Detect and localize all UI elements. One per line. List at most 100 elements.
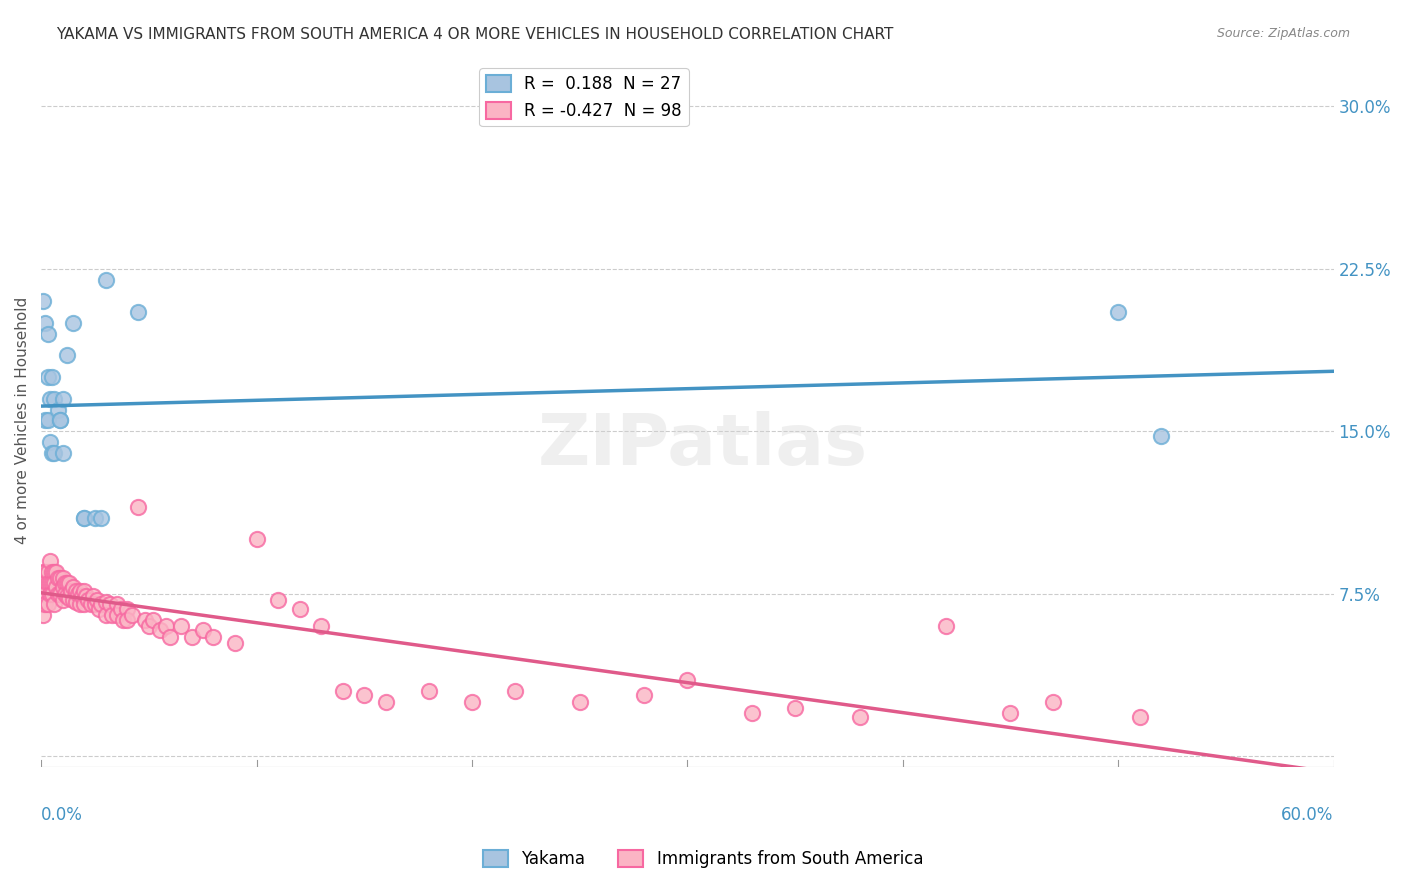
Point xyxy=(37,575,59,590)
Point xyxy=(65,595,87,609)
Point xyxy=(42,446,65,460)
Point xyxy=(142,613,165,627)
Point xyxy=(34,316,56,330)
Point xyxy=(73,598,96,612)
Point xyxy=(66,586,89,600)
Point xyxy=(105,598,128,612)
Point xyxy=(58,575,80,590)
Point xyxy=(41,586,63,600)
Point xyxy=(38,392,60,406)
Point xyxy=(101,608,124,623)
Point xyxy=(73,511,96,525)
Point xyxy=(60,584,83,599)
Point xyxy=(117,613,139,627)
Point xyxy=(69,584,91,599)
Point xyxy=(633,689,655,703)
Point xyxy=(42,575,65,590)
Point xyxy=(155,619,177,633)
Point xyxy=(69,598,91,612)
Point xyxy=(127,305,149,319)
Point xyxy=(52,392,75,406)
Point xyxy=(288,601,311,615)
Point xyxy=(134,613,156,627)
Text: Source: ZipAtlas.com: Source: ZipAtlas.com xyxy=(1216,27,1350,40)
Point xyxy=(111,613,134,627)
Point xyxy=(374,695,396,709)
Point xyxy=(1150,428,1173,442)
Point xyxy=(46,571,69,585)
Text: YAKAMA VS IMMIGRANTS FROM SOUTH AMERICA 4 OR MORE VEHICLES IN HOUSEHOLD CORRELAT: YAKAMA VS IMMIGRANTS FROM SOUTH AMERICA … xyxy=(56,27,894,42)
Point xyxy=(267,593,290,607)
Point xyxy=(676,673,699,688)
Point xyxy=(75,589,97,603)
Point xyxy=(309,619,332,633)
Point xyxy=(62,593,84,607)
Point xyxy=(56,348,79,362)
Point xyxy=(138,619,160,633)
Point xyxy=(34,575,56,590)
Point xyxy=(1107,305,1129,319)
Point xyxy=(32,565,55,579)
Point xyxy=(461,695,484,709)
Point xyxy=(1000,706,1022,720)
Point xyxy=(53,586,76,600)
Point xyxy=(46,402,69,417)
Point xyxy=(56,575,79,590)
Point xyxy=(94,272,117,286)
Point xyxy=(332,684,354,698)
Point xyxy=(32,586,55,600)
Point xyxy=(34,413,56,427)
Point xyxy=(159,630,181,644)
Point xyxy=(848,710,870,724)
Point xyxy=(783,701,806,715)
Point xyxy=(77,593,100,607)
Point xyxy=(49,571,72,585)
Point xyxy=(38,575,60,590)
Point xyxy=(34,565,56,579)
Text: ZIPatlas: ZIPatlas xyxy=(538,411,868,481)
Point xyxy=(170,619,193,633)
Point xyxy=(58,591,80,605)
Legend: R =  0.188  N = 27, R = -0.427  N = 98: R = 0.188 N = 27, R = -0.427 N = 98 xyxy=(479,69,689,127)
Point xyxy=(37,370,59,384)
Point xyxy=(32,608,55,623)
Point xyxy=(49,586,72,600)
Point xyxy=(32,294,55,309)
Point xyxy=(52,593,75,607)
Point xyxy=(38,554,60,568)
Point xyxy=(94,608,117,623)
Point xyxy=(935,619,957,633)
Point xyxy=(37,326,59,341)
Point xyxy=(741,706,763,720)
Point xyxy=(245,533,267,547)
Text: 0.0%: 0.0% xyxy=(41,805,83,824)
Point xyxy=(353,689,375,703)
Point xyxy=(34,598,56,612)
Point xyxy=(41,370,63,384)
Point xyxy=(84,598,107,612)
Point xyxy=(73,584,96,599)
Point xyxy=(98,598,121,612)
Point xyxy=(503,684,526,698)
Point xyxy=(180,630,202,644)
Point xyxy=(37,598,59,612)
Point xyxy=(42,392,65,406)
Point xyxy=(52,571,75,585)
Point xyxy=(79,598,101,612)
Point xyxy=(105,608,128,623)
Point xyxy=(84,511,107,525)
Point xyxy=(46,586,69,600)
Point xyxy=(34,586,56,600)
Point xyxy=(568,695,591,709)
Y-axis label: 4 or more Vehicles in Household: 4 or more Vehicles in Household xyxy=(15,297,30,544)
Point xyxy=(56,589,79,603)
Point xyxy=(1042,695,1064,709)
Point xyxy=(191,624,214,638)
Point xyxy=(1129,710,1152,724)
Point xyxy=(41,565,63,579)
Point xyxy=(149,624,172,638)
Point xyxy=(52,446,75,460)
Point xyxy=(418,684,440,698)
Point xyxy=(224,636,246,650)
Point xyxy=(117,601,139,615)
